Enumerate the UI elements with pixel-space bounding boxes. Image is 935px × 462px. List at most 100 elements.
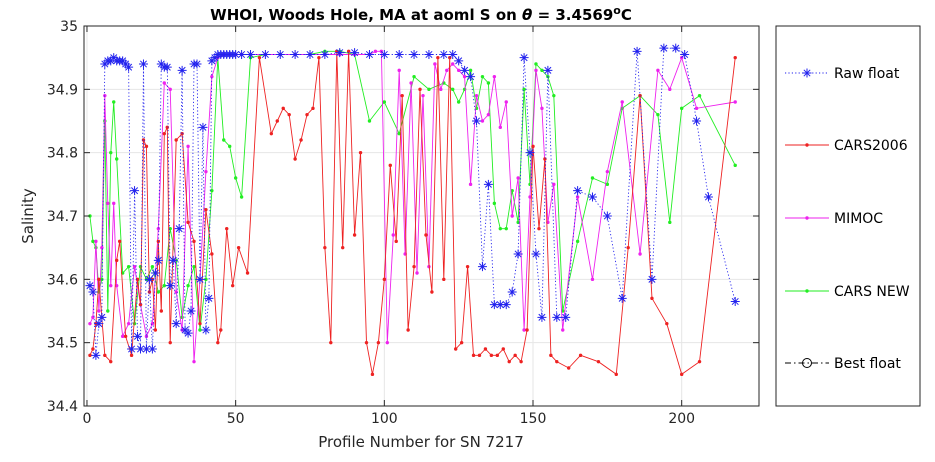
series-cars-new-point [150,264,155,269]
series-mimoc-point [561,328,565,332]
series-cars2006-point [162,131,166,136]
series-cars2006-point [236,245,241,250]
series-cars-new-point [733,163,737,168]
series-raw-float-point [201,325,211,335]
series-mimoc-point [480,119,485,123]
series-mimoc-point [97,309,101,313]
series-mimoc-point [132,264,137,269]
series-cars2006-point [679,372,684,377]
series-raw-float-point [671,43,681,53]
series-cars-new-point [210,188,214,193]
series-mimoc-point [620,100,624,104]
series-raw-float-point [320,50,330,59]
series-cars-new-point [552,93,556,98]
series-cars2006-point [159,309,164,313]
series-cars2006-point [91,347,95,351]
series-cars2006-point [341,245,345,250]
series-raw-float-point [237,50,247,59]
series-raw-float-point [439,50,449,59]
series-mimoc-point [638,252,642,256]
series-raw-float-point [489,300,499,310]
series-cars2006-point [281,106,285,111]
series-raw-float-point [97,312,107,322]
series-raw-float-point [409,50,419,59]
legend: Raw float CARS2006 MIMOC CARS NEW Best float [775,25,921,407]
series-raw-float-point [94,319,104,329]
series-raw-float-point [507,287,517,297]
series-raw-float-point [537,312,547,322]
series-cars2006-point [596,359,601,364]
series-cars-new-point [504,226,508,231]
series-raw-float-point [141,344,151,354]
series-mimoc-point [575,195,580,199]
series-cars-new-point [186,283,190,288]
series-raw-float-point [501,300,511,310]
series-cars-new-point [679,106,684,111]
series-cars2006-point [566,366,571,370]
series-raw-float-point [204,293,214,303]
series-mimoc-point [88,321,92,326]
series-cars2006-point [614,372,618,377]
series-raw-float-point [127,344,137,354]
series-cars2006-point [165,125,169,130]
series-raw-float-point [454,56,464,66]
series-raw-float-point [192,59,202,69]
series-cars2006-point [513,353,517,358]
series-cars-new-point [575,239,580,244]
series-mimoc-point [106,201,110,206]
series-cars2006-point [549,353,553,358]
series-cars2006-point [153,328,158,332]
series-mimoc-point [385,340,390,345]
series-mimoc-point [516,176,520,180]
series-cars-new-point [427,87,431,92]
series-raw-float-point [183,328,193,338]
series-raw-float-point [424,50,434,59]
series-cars-new-point [112,100,116,104]
series-raw-float-point [350,48,360,58]
series-mimoc-point [668,87,672,92]
legend-item-raw-float-swatch-marker [802,68,812,78]
series-mimoc-point [397,68,401,73]
series-cars2006-point [186,220,190,225]
series-mimoc-point [534,68,538,73]
legend-item-best-float-swatch-marker [802,358,812,368]
series-cars2006-point [311,106,315,111]
series-raw-float-point [573,186,583,196]
series-mimoc-point [468,182,473,187]
series-mimoc-point [694,106,699,111]
series-mimoc-point [156,226,161,231]
series-mimoc-point [210,74,214,79]
legend-items: Raw float CARS2006 MIMOC CARS NEW Best float [785,66,910,372]
series-cars-new-point [204,277,208,282]
legend-item-mimoc-swatch-marker [805,216,809,220]
series-cars2006-point [293,157,297,161]
x-tick-label: 0 [83,411,92,427]
series-raw-float-point [543,65,553,75]
series-raw-float-point [133,331,143,341]
series-raw-float-point [153,255,163,265]
series-cars-new-point [492,201,497,206]
series-cars2006-point [144,144,149,149]
series-raw-float-point [150,268,160,278]
title-prefix: WHOI, Woods Hole, MA at aoml S on [210,6,522,24]
legend-item-mimoc: MIMOC [785,211,883,227]
title-value: = 3.4569 [532,6,613,24]
series-mimoc-point [656,68,660,73]
series-mimoc-point [590,277,595,282]
series-mimoc-point [605,169,610,174]
series-cars-new-point [222,138,226,142]
series-cars2006-point [531,144,535,149]
y-tick-label: 35 [60,19,78,35]
series-mimoc-point [126,321,131,326]
series-mimoc-point [115,283,119,288]
series-raw-float-point [730,297,740,306]
series-mimoc-point [144,334,149,339]
series-raw-float-point [135,344,145,354]
series-cars-new-point [468,68,473,73]
series-cars2006-point [465,264,470,269]
series-cars2006-point [733,55,737,60]
series-cars-new-point [528,182,532,187]
series-raw-float-point [587,192,597,202]
series-cars2006-point [138,302,143,307]
series-cars2006-point [370,372,375,377]
